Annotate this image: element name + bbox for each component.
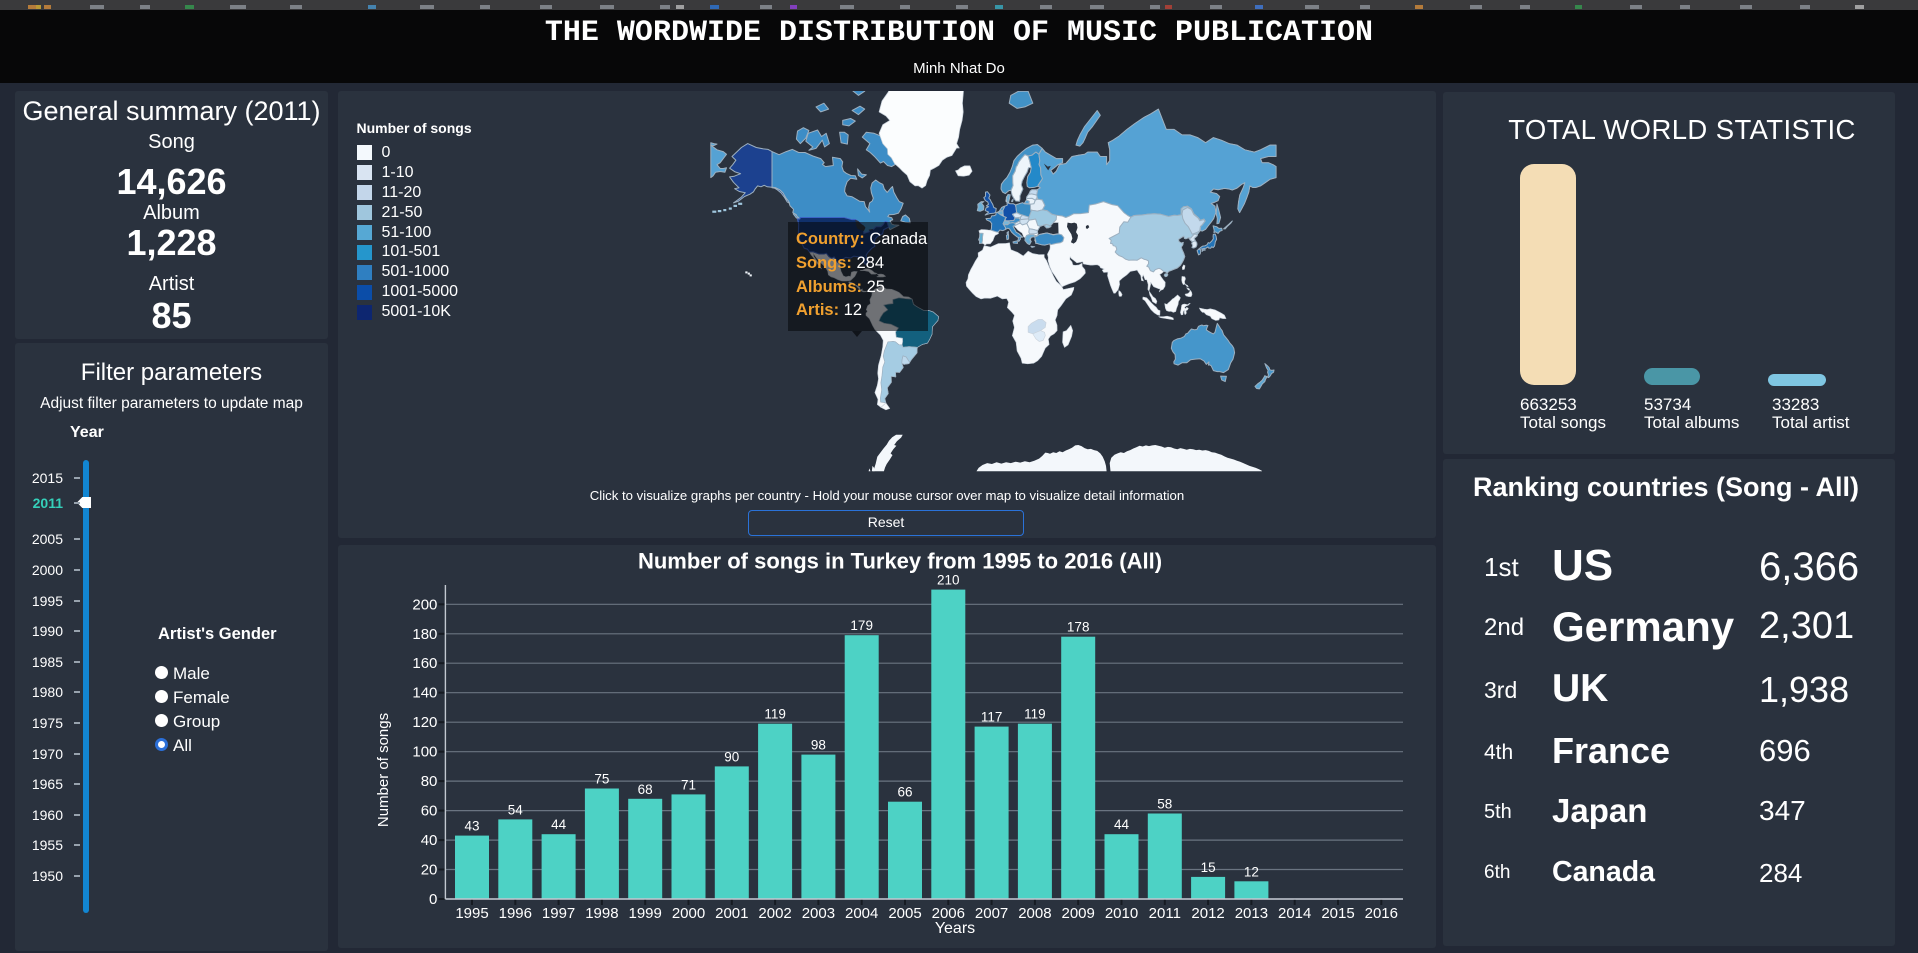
- svg-text:Number of songs in Turkey from: Number of songs in Turkey from 1995 to 2…: [638, 549, 1162, 574]
- svg-text:1995: 1995: [455, 905, 488, 922]
- svg-text:120: 120: [412, 714, 437, 731]
- svg-text:2003: 2003: [802, 905, 835, 922]
- svg-text:0: 0: [429, 891, 437, 908]
- svg-text:2009: 2009: [1062, 905, 1095, 922]
- svg-text:80: 80: [421, 773, 438, 790]
- svg-text:2000: 2000: [672, 905, 705, 922]
- svg-text:2016: 2016: [1365, 905, 1398, 922]
- svg-text:2012: 2012: [1191, 905, 1224, 922]
- svg-text:2005: 2005: [888, 905, 921, 922]
- svg-text:1998: 1998: [585, 905, 618, 922]
- svg-text:2004: 2004: [845, 905, 878, 922]
- svg-text:1999: 1999: [629, 905, 662, 922]
- svg-text:210: 210: [937, 573, 960, 588]
- svg-text:180: 180: [412, 626, 437, 643]
- svg-text:Years: Years: [935, 920, 975, 937]
- svg-text:54: 54: [508, 802, 524, 817]
- svg-text:140: 140: [412, 685, 437, 702]
- svg-text:179: 179: [850, 618, 873, 633]
- svg-text:40: 40: [421, 832, 438, 849]
- svg-text:66: 66: [897, 785, 912, 800]
- svg-text:2002: 2002: [758, 905, 791, 922]
- svg-text:2007: 2007: [975, 905, 1008, 922]
- svg-text:2014: 2014: [1278, 905, 1311, 922]
- svg-text:98: 98: [811, 738, 826, 753]
- svg-text:1997: 1997: [542, 905, 575, 922]
- svg-text:119: 119: [1024, 707, 1046, 722]
- svg-text:200: 200: [412, 596, 437, 613]
- svg-text:2001: 2001: [715, 905, 748, 922]
- svg-text:Number of songs: Number of songs: [375, 713, 392, 827]
- svg-text:15: 15: [1201, 860, 1216, 875]
- svg-text:44: 44: [1114, 817, 1130, 832]
- svg-text:2008: 2008: [1018, 905, 1051, 922]
- svg-text:1996: 1996: [499, 905, 532, 922]
- svg-text:12: 12: [1244, 864, 1259, 879]
- svg-text:160: 160: [412, 655, 437, 672]
- svg-text:58: 58: [1157, 797, 1172, 812]
- svg-text:90: 90: [724, 749, 739, 764]
- svg-text:68: 68: [638, 782, 653, 797]
- svg-text:2015: 2015: [1321, 905, 1354, 922]
- svg-text:119: 119: [764, 707, 786, 722]
- svg-text:75: 75: [594, 772, 609, 787]
- svg-text:178: 178: [1067, 620, 1090, 635]
- svg-text:2011: 2011: [1149, 905, 1181, 922]
- svg-text:117: 117: [981, 710, 1003, 725]
- svg-text:20: 20: [421, 862, 438, 879]
- svg-text:2006: 2006: [932, 905, 965, 922]
- svg-text:100: 100: [412, 744, 437, 761]
- svg-text:60: 60: [421, 803, 438, 820]
- svg-text:43: 43: [464, 819, 479, 834]
- svg-text:44: 44: [551, 817, 567, 832]
- svg-text:2010: 2010: [1105, 905, 1138, 922]
- svg-text:2013: 2013: [1235, 905, 1268, 922]
- svg-text:71: 71: [681, 777, 696, 792]
